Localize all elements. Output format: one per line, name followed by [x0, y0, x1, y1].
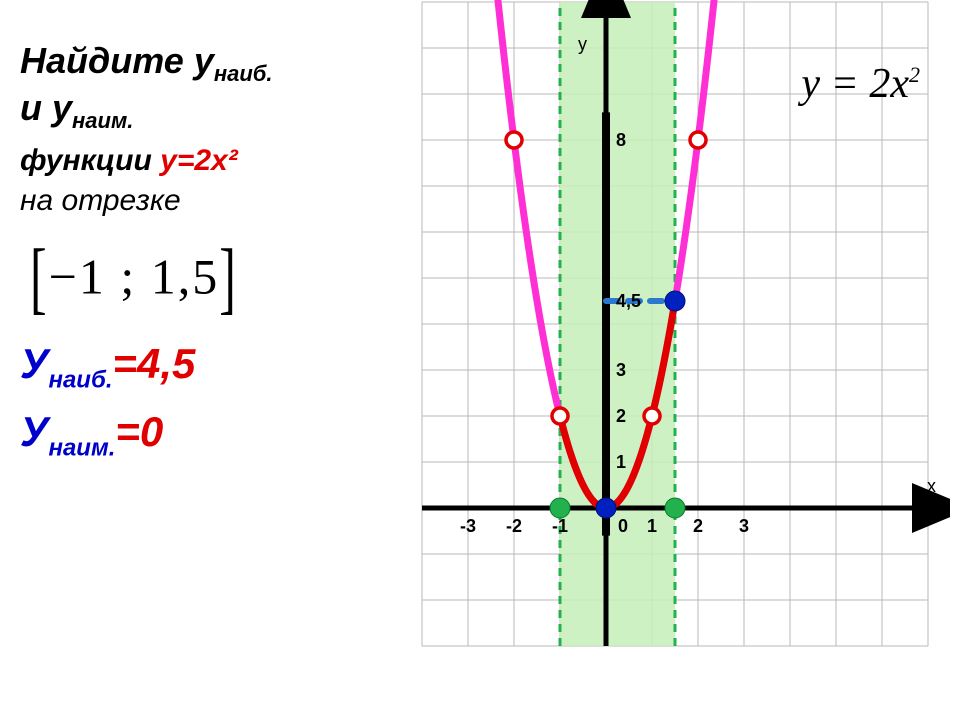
ymax-label: У	[20, 340, 48, 387]
y-axis-label: y	[578, 34, 587, 55]
ymax-eq: =	[112, 340, 137, 387]
svg-text:4,5: 4,5	[616, 291, 641, 311]
svg-text:3: 3	[739, 516, 749, 536]
graph: -3-2-1123084,5321 y = 2x2 y x	[410, 0, 950, 660]
ymin-val: 0	[140, 408, 163, 455]
svg-text:1: 1	[647, 516, 657, 536]
ymin-label: У	[20, 408, 48, 455]
title-prefix: Найдите у	[20, 40, 214, 81]
function-text: у=2х²	[160, 144, 238, 177]
title-sub1: наиб.	[214, 61, 273, 86]
formula-text: y = 2x	[801, 61, 909, 107]
svg-text:2: 2	[693, 516, 703, 536]
svg-text:1: 1	[616, 452, 626, 472]
svg-text:2: 2	[616, 406, 626, 426]
svg-text:-3: -3	[460, 516, 476, 536]
formula: y = 2x2	[801, 60, 920, 108]
title-line2: и унаим.	[20, 87, 420, 134]
answer-min: Унаим.=0	[20, 408, 420, 462]
x-axis-label: x	[927, 476, 936, 497]
answer-max: Унаиб.=4,5	[20, 340, 420, 394]
title-line4: на отрезке	[20, 184, 420, 218]
svg-text:8: 8	[616, 130, 626, 150]
ymin-eq: =	[115, 408, 140, 455]
title-sub2: наим.	[72, 108, 133, 133]
title2-prefix: и у	[20, 87, 72, 128]
title-line1: Найдите унаиб.	[20, 40, 420, 87]
title-line3: функции у=2х²	[20, 144, 420, 178]
formula-sup: 2	[909, 62, 920, 87]
svg-text:-2: -2	[506, 516, 522, 536]
svg-text:0: 0	[618, 516, 628, 536]
ymax-sub: наиб.	[48, 366, 112, 393]
interval: [−1 ; 1,5]	[20, 238, 248, 310]
svg-text:3: 3	[616, 360, 626, 380]
title3-prefix: функции	[20, 144, 160, 177]
ymax-val: 4,5	[137, 340, 195, 387]
ymin-sub: наим.	[48, 435, 115, 462]
svg-text:-1: -1	[552, 516, 568, 536]
